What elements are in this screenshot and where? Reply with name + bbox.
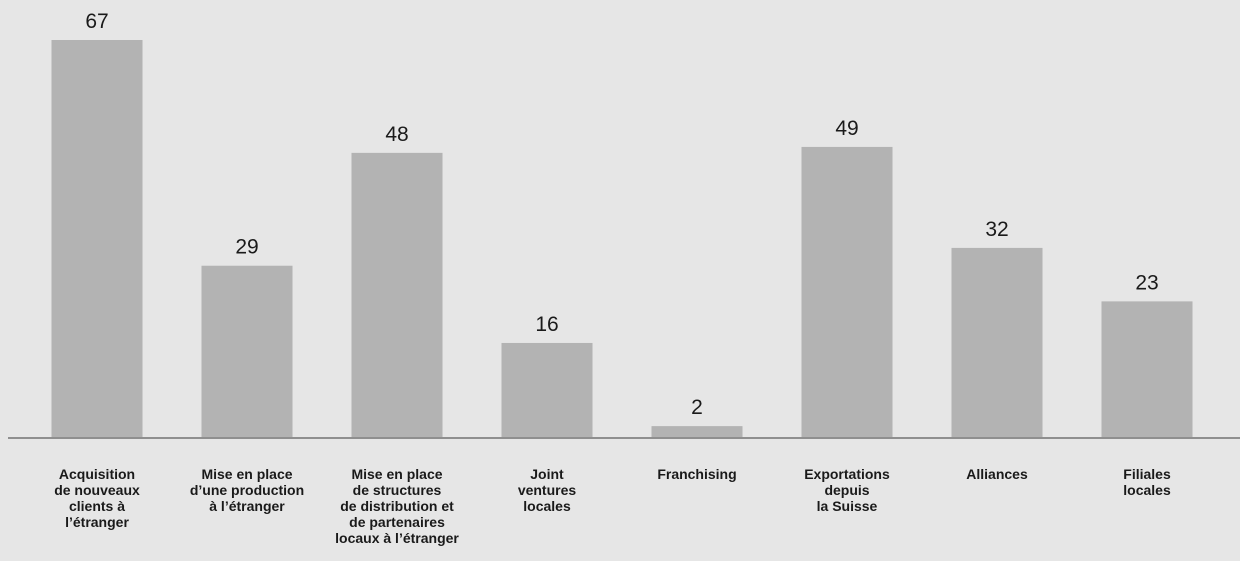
bar-4 [501,342,593,438]
value-label-5: 2 [691,396,703,419]
category-label-5: Franchising [657,466,737,482]
value-label-7: 32 [985,218,1008,241]
category-label-2: Mise en place d’une production à l’étran… [189,466,305,514]
category-label-1: Acquisition de nouveaux clients à l’étra… [54,466,140,530]
value-labels-layer: 67 29 48 16 2 49 32 23 [85,10,1158,419]
bar-2 [201,265,293,438]
bar-8 [1101,301,1193,438]
category-label-8: Filiales locales [1123,466,1171,498]
value-label-6: 49 [835,117,858,140]
category-label-7: Alliances [966,466,1028,482]
value-label-2: 29 [235,236,258,259]
value-label-4: 16 [535,313,558,336]
bar-6 [801,146,893,439]
value-label-8: 23 [1135,271,1158,294]
value-label-3: 48 [385,123,408,146]
bar-7 [951,247,1043,438]
bar-3 [351,152,443,439]
category-label-3: Mise en place de structures de distribut… [335,466,459,546]
value-label-1: 67 [85,10,108,33]
category-label-4: Joint ventures locales [517,466,577,514]
bars-layer [51,40,1193,439]
category-label-6: Exportations depuis la Suisse [804,466,890,514]
bar-1 [51,40,143,438]
bar-5 [651,426,743,438]
